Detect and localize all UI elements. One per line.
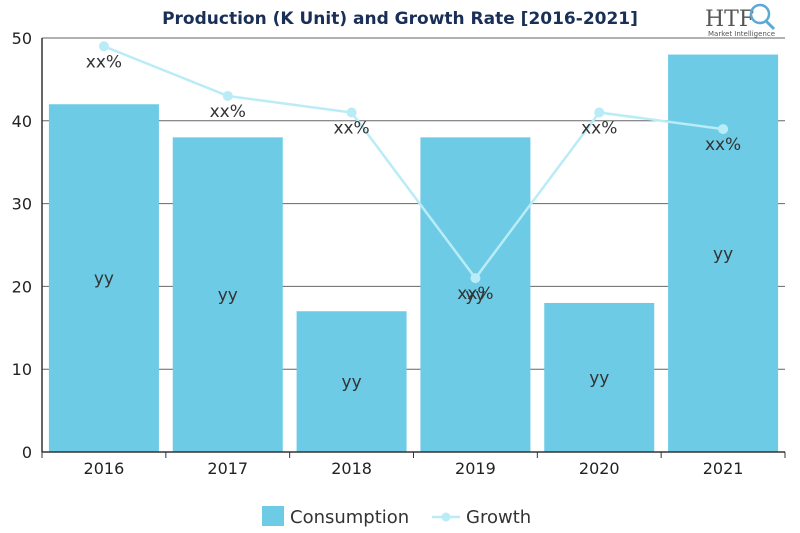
- x-tick-label: 2021: [703, 459, 744, 478]
- legend: Consumption Growth: [262, 506, 531, 528]
- x-tick-label: 2019: [455, 459, 496, 478]
- bar: [48, 104, 159, 453]
- y-tick-label: 0: [22, 443, 32, 462]
- bar: [172, 137, 283, 453]
- bar: [296, 311, 407, 452]
- growth-point-label: xx%: [210, 102, 246, 122]
- logo: HTF Market Intelligence: [705, 3, 776, 38]
- bar-label: yy: [465, 286, 485, 306]
- growth-line: [103, 45, 724, 281]
- y-axis: 0 10 20 30 40 50: [12, 29, 43, 462]
- growth-point-label: xx%: [581, 119, 617, 139]
- x-tick-label: 2020: [579, 459, 620, 478]
- x-tick-label: 2017: [207, 459, 248, 478]
- growth-point: [594, 107, 605, 118]
- y-tick-label: 40: [12, 112, 32, 131]
- logo-text: HTF: [705, 7, 754, 32]
- bar-series: yy yy yy yy yy yy: [48, 54, 779, 453]
- bar: [668, 54, 779, 453]
- y-tick-label: 50: [12, 29, 32, 48]
- y-tick-label: 20: [12, 277, 32, 296]
- growth-point: [718, 124, 729, 135]
- growth-point: [222, 90, 233, 101]
- growth-point-label: xx%: [705, 135, 741, 155]
- bar-label: yy: [342, 373, 362, 393]
- bar: [420, 137, 531, 453]
- growth-point-label: xx%: [86, 52, 122, 72]
- growth-point: [346, 107, 357, 118]
- y-tick-label: 10: [12, 360, 32, 379]
- line-series: xx% xx% xx% xx% xx% xx%: [86, 41, 741, 304]
- bar: [544, 302, 655, 452]
- legend-swatch-consumption: [262, 506, 284, 526]
- x-axis: 2016 2017 2018 2019 2020 2021: [41, 451, 786, 478]
- logo-subtext: Market Intelligence: [708, 30, 775, 38]
- growth-point: [98, 41, 109, 52]
- magnifier-globe-icon: [749, 3, 776, 31]
- growth-point-label: xx%: [333, 119, 369, 139]
- bar-label: yy: [218, 286, 238, 306]
- y-tick-label: 30: [12, 195, 32, 214]
- x-tick-label: 2018: [331, 459, 372, 478]
- growth-point: [470, 273, 481, 284]
- chart-title: Production (K Unit) and Growth Rate [201…: [162, 9, 638, 29]
- legend-label-growth: Growth: [466, 507, 531, 528]
- legend-marker-growth: [441, 512, 451, 522]
- x-tick-label: 2016: [84, 459, 125, 478]
- bar-label: yy: [713, 244, 733, 264]
- legend-label-consumption: Consumption: [290, 507, 409, 528]
- growth-point-label: xx%: [457, 284, 493, 304]
- bar-label: yy: [589, 368, 609, 388]
- bar-label: yy: [94, 269, 114, 289]
